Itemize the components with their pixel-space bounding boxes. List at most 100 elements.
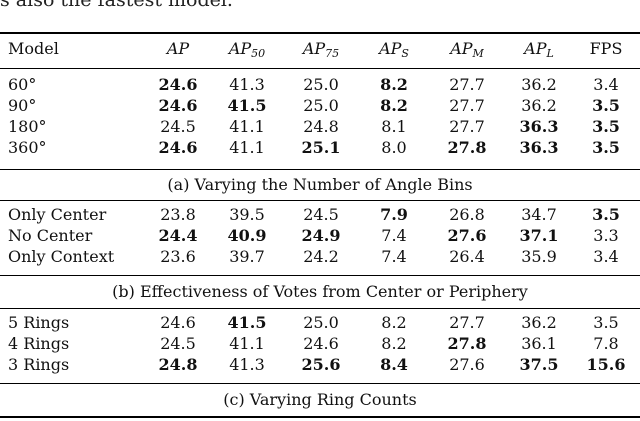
table-cell: 36.3 <box>519 117 559 136</box>
table-row: 60° 24.6 41.3 25.0 8.2 27.7 36.2 3.4 <box>8 74 638 95</box>
row-label: Only Center <box>8 205 107 224</box>
row-label: Only Context <box>8 247 115 266</box>
row-label: 180° <box>8 117 47 136</box>
table-cell: 27.7 <box>449 313 485 332</box>
header-ap50: AP50 <box>228 39 266 60</box>
table-cell: 25.0 <box>303 313 339 332</box>
table-cell: 41.3 <box>229 75 265 94</box>
section-c-rule <box>0 383 640 384</box>
section-c-body: 5 Rings 24.6 41.5 25.0 8.2 27.7 36.2 3.5 4 Rings… <box>8 312 638 375</box>
table-cell: 7.8 <box>593 334 619 353</box>
table-cell: 8.4 <box>380 355 408 374</box>
row-label: 3 Rings <box>8 355 70 374</box>
table-row: 3 Rings 24.8 41.3 25.6 8.4 27.6 37.5 15.6 <box>8 354 638 375</box>
table-cell: 3.5 <box>593 313 619 332</box>
table-row: 180° 24.5 41.1 24.8 8.1 27.7 36.3 3.5 <box>8 116 638 137</box>
table-cell: 39.7 <box>229 247 265 266</box>
table-cell: 3.5 <box>592 117 620 136</box>
header-apm: APM <box>450 39 484 60</box>
table-cell: 24.4 <box>158 226 198 245</box>
table-cell: 7.9 <box>380 205 408 224</box>
table-cell: 41.1 <box>229 117 265 136</box>
section-a-body: 60° 24.6 41.3 25.0 8.2 27.7 36.2 3.4 90° 24.6 41.5… <box>8 74 638 158</box>
table-cell: 41.1 <box>229 334 265 353</box>
table-cell: 25.1 <box>301 138 341 157</box>
table-cell: 7.4 <box>381 247 407 266</box>
section-b-caption: (b) Effectiveness of Votes from Center o… <box>112 282 528 301</box>
table-cell: 8.2 <box>380 75 408 94</box>
table-cell: 24.6 <box>158 75 198 94</box>
table-cell: 8.0 <box>381 138 407 157</box>
header-fps: FPS <box>589 39 623 58</box>
table-cell: 24.8 <box>158 355 198 374</box>
table-cell: 40.9 <box>227 226 267 245</box>
table-cell: 37.5 <box>519 355 559 374</box>
section-b-body: Only Center 23.8 39.5 24.5 7.9 26.8 34.7 3.5 No … <box>8 204 638 267</box>
table-cell: 37.1 <box>519 226 559 245</box>
header-model: Model <box>8 39 59 58</box>
table-cell: 24.6 <box>158 138 198 157</box>
table-cell: 36.3 <box>519 138 559 157</box>
table-row: Only Context 23.6 39.7 24.2 7.4 26.4 35.9 3.4 <box>8 246 638 267</box>
header-aps: APS <box>379 39 409 60</box>
table-cell: 36.2 <box>521 96 557 115</box>
table-row: Only Center 23.8 39.5 24.5 7.9 26.8 34.7 3.5 <box>8 204 638 225</box>
table-cell: 34.7 <box>521 205 557 224</box>
table-cell: 24.5 <box>160 334 196 353</box>
row-label: 90° <box>8 96 37 115</box>
top-rule <box>0 32 640 34</box>
table-cell: 41.1 <box>229 138 265 157</box>
table-cell: 27.6 <box>447 226 487 245</box>
table-cell: 24.6 <box>303 334 339 353</box>
table-cell: 35.9 <box>521 247 557 266</box>
table-cell: 23.6 <box>160 247 196 266</box>
table-cell: 8.2 <box>381 313 407 332</box>
table-cell: 3.5 <box>592 96 620 115</box>
table-cell: 36.2 <box>521 313 557 332</box>
table-row: 4 Rings 24.5 41.1 24.6 8.2 27.8 36.1 7.8 <box>8 333 638 354</box>
section-b-rule <box>0 275 640 276</box>
row-label: 60° <box>8 75 37 94</box>
section-a-table: 60° 24.6 41.3 25.0 8.2 27.7 36.2 3.4 90° 24.6 41.5… <box>8 74 638 158</box>
table-cell: 3.4 <box>593 75 619 94</box>
section-a-caption: (a) Varying the Number of Angle Bins <box>167 175 473 194</box>
table-cell: 41.5 <box>227 96 267 115</box>
table-cell: 3.4 <box>593 247 619 266</box>
table-cell: 27.8 <box>447 334 487 353</box>
table-cell: 27.7 <box>449 96 485 115</box>
section-c-caption: (c) Varying Ring Counts <box>223 390 417 409</box>
table-row: No Center 24.4 40.9 24.9 7.4 27.6 37.1 3.3 <box>8 225 638 246</box>
header-rule <box>0 68 640 69</box>
row-label: 4 Rings <box>8 334 70 353</box>
header-row: Model AP AP50 AP75 APS APM APL FPS <box>8 38 638 59</box>
section-b-table: Only Center 23.8 39.5 24.5 7.9 26.8 34.7 3.5 No … <box>8 204 638 267</box>
section-a-rule <box>0 169 640 170</box>
table-cell: 24.6 <box>158 96 198 115</box>
bottom-rule <box>0 416 640 418</box>
table-cell: 8.1 <box>381 117 407 136</box>
table-cell: 36.2 <box>521 75 557 94</box>
table-cell: 41.3 <box>229 355 265 374</box>
header-ap75: AP75 <box>302 39 340 60</box>
table-cell: 27.6 <box>449 355 485 374</box>
header-ap: AP <box>166 39 190 58</box>
table-cell: 24.9 <box>301 226 341 245</box>
header-table: Model AP AP50 AP75 APS APM APL FPS <box>8 38 638 59</box>
section-b-bottom-rule <box>0 308 640 309</box>
section-a-bottom-rule <box>0 200 640 201</box>
table-cell: 23.8 <box>160 205 196 224</box>
table-cell: 39.5 <box>229 205 265 224</box>
table-row: 90° 24.6 41.5 25.0 8.2 27.7 36.2 3.5 <box>8 95 638 116</box>
table-cell: 27.8 <box>447 138 487 157</box>
table-cell: 26.4 <box>449 247 485 266</box>
table-cell: 24.5 <box>303 205 339 224</box>
table-cell: 26.8 <box>449 205 485 224</box>
cut-off-text-line: s also the fastest model. <box>0 0 233 11</box>
table-cell: 36.1 <box>521 334 557 353</box>
table-cell: 15.6 <box>586 355 626 374</box>
table-cell: 24.5 <box>160 117 196 136</box>
table-cell: 27.7 <box>449 117 485 136</box>
row-label: 5 Rings <box>8 313 70 332</box>
table-cell: 24.2 <box>303 247 339 266</box>
row-label: No Center <box>8 226 93 245</box>
